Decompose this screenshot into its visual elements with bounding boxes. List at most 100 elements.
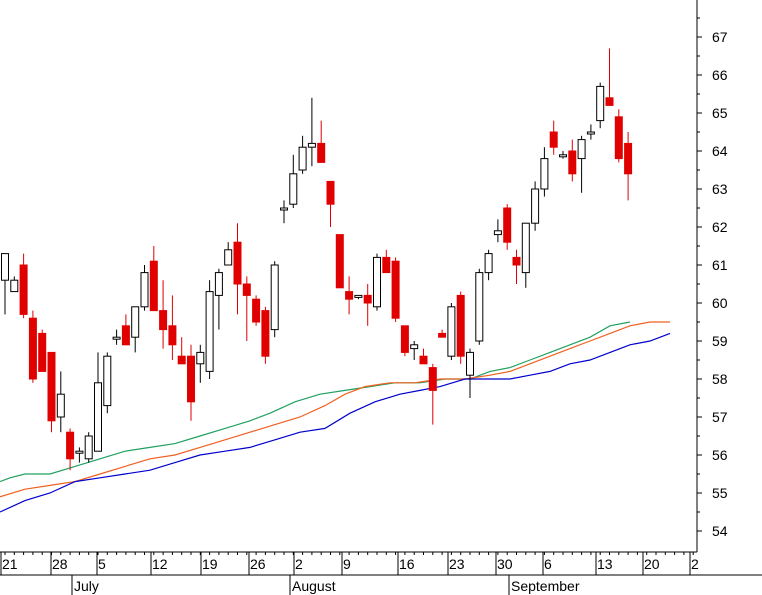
candle	[605, 48, 614, 106]
y-axis: 54 55 56 57 58 59 60 61 62 63 64 65 66 67	[697, 17, 728, 539]
x-month-label: August	[292, 578, 336, 594]
x-day-label: 2	[295, 556, 303, 572]
candle-body-down	[391, 260, 400, 319]
candle	[233, 223, 242, 315]
candles	[1, 48, 633, 471]
candle-body-up	[224, 249, 233, 266]
candle-body-up	[56, 393, 65, 418]
candle	[280, 200, 288, 224]
candle-body-up	[354, 294, 363, 298]
candle	[521, 222, 530, 288]
candle	[10, 276, 19, 293]
candle	[168, 295, 177, 360]
candle-body-up	[280, 207, 288, 211]
candle-body-up	[447, 306, 456, 357]
candle-body-down	[326, 180, 335, 205]
candle-body-up	[410, 344, 419, 350]
candle-body-down	[121, 325, 130, 346]
x-month-label: July	[74, 578, 99, 594]
candle-body-down	[549, 131, 558, 148]
candle-body-down	[66, 431, 75, 460]
x-day-label: 6	[544, 556, 552, 572]
candle-body-down	[568, 150, 577, 175]
y-tick-label: 56	[712, 447, 728, 463]
x-day-label: 30	[497, 556, 513, 572]
candle	[586, 124, 595, 140]
candle	[493, 219, 502, 243]
candle	[438, 329, 447, 338]
candle-body-down	[503, 207, 512, 243]
x-month-label: September	[511, 578, 580, 594]
x-day-label: 12	[152, 556, 168, 572]
candle-body-up	[484, 253, 493, 274]
candle-body-up	[475, 272, 484, 342]
candle-body-down	[149, 260, 158, 312]
candle	[549, 120, 558, 155]
candle	[94, 352, 102, 452]
x-day-label: 19	[202, 556, 218, 572]
candle	[307, 97, 316, 167]
candle	[252, 295, 261, 326]
candle-body-up	[493, 230, 502, 236]
candle	[242, 276, 251, 341]
y-tick-label: 62	[712, 219, 728, 235]
candle-body-down	[168, 325, 177, 346]
candle-body-up	[298, 146, 307, 171]
candle-body-up	[307, 142, 316, 148]
x-day-label: 16	[399, 556, 415, 572]
candle	[131, 306, 140, 353]
candle-body-up	[586, 131, 595, 135]
candle-body-up	[540, 158, 549, 190]
candle	[177, 337, 186, 365]
candle-body-up	[270, 264, 279, 331]
candle-body-up	[84, 435, 93, 460]
candle-body-down	[512, 256, 521, 266]
y-tick-label: 58	[712, 371, 728, 387]
x-day-label: 5	[98, 556, 106, 572]
candle-body-up	[140, 272, 149, 308]
candle	[326, 180, 335, 227]
candle	[140, 265, 149, 311]
candle-body-up	[196, 351, 205, 365]
candle-body-down	[419, 355, 428, 365]
candle	[56, 371, 65, 433]
candle-body-up	[531, 188, 540, 224]
candle-body-up	[1, 253, 9, 281]
candle	[419, 348, 428, 365]
candle	[75, 447, 84, 463]
candle	[559, 151, 567, 159]
candle-body-up	[559, 154, 567, 158]
candle-body-down	[38, 332, 47, 372]
candle-body-up	[521, 222, 530, 274]
candle-body-down	[335, 234, 344, 289]
candle	[614, 109, 623, 163]
candle	[354, 294, 363, 300]
candle-body-down	[47, 351, 56, 422]
candle	[512, 249, 521, 284]
candle	[66, 428, 75, 471]
candle-body-down	[177, 355, 186, 365]
candle	[298, 135, 307, 174]
candle-body-up	[205, 291, 214, 372]
candle	[214, 268, 223, 330]
candle	[540, 147, 549, 197]
candle	[335, 234, 344, 289]
x-day-label: 9	[343, 556, 351, 572]
candle	[196, 344, 205, 383]
candle	[103, 352, 112, 414]
candle-body-down	[28, 317, 37, 380]
candle	[391, 257, 400, 322]
candle-body-up	[289, 173, 298, 205]
y-tick-label: 55	[712, 485, 728, 501]
candle	[400, 325, 409, 357]
candle	[121, 314, 130, 346]
y-tick-label: 57	[712, 409, 728, 425]
candle-body-down	[317, 142, 326, 163]
y-tick-label: 64	[712, 143, 728, 159]
candle	[187, 344, 195, 421]
candle	[410, 341, 419, 360]
candle	[270, 261, 279, 338]
ma-long-line	[0, 332, 671, 513]
candle	[317, 120, 326, 163]
